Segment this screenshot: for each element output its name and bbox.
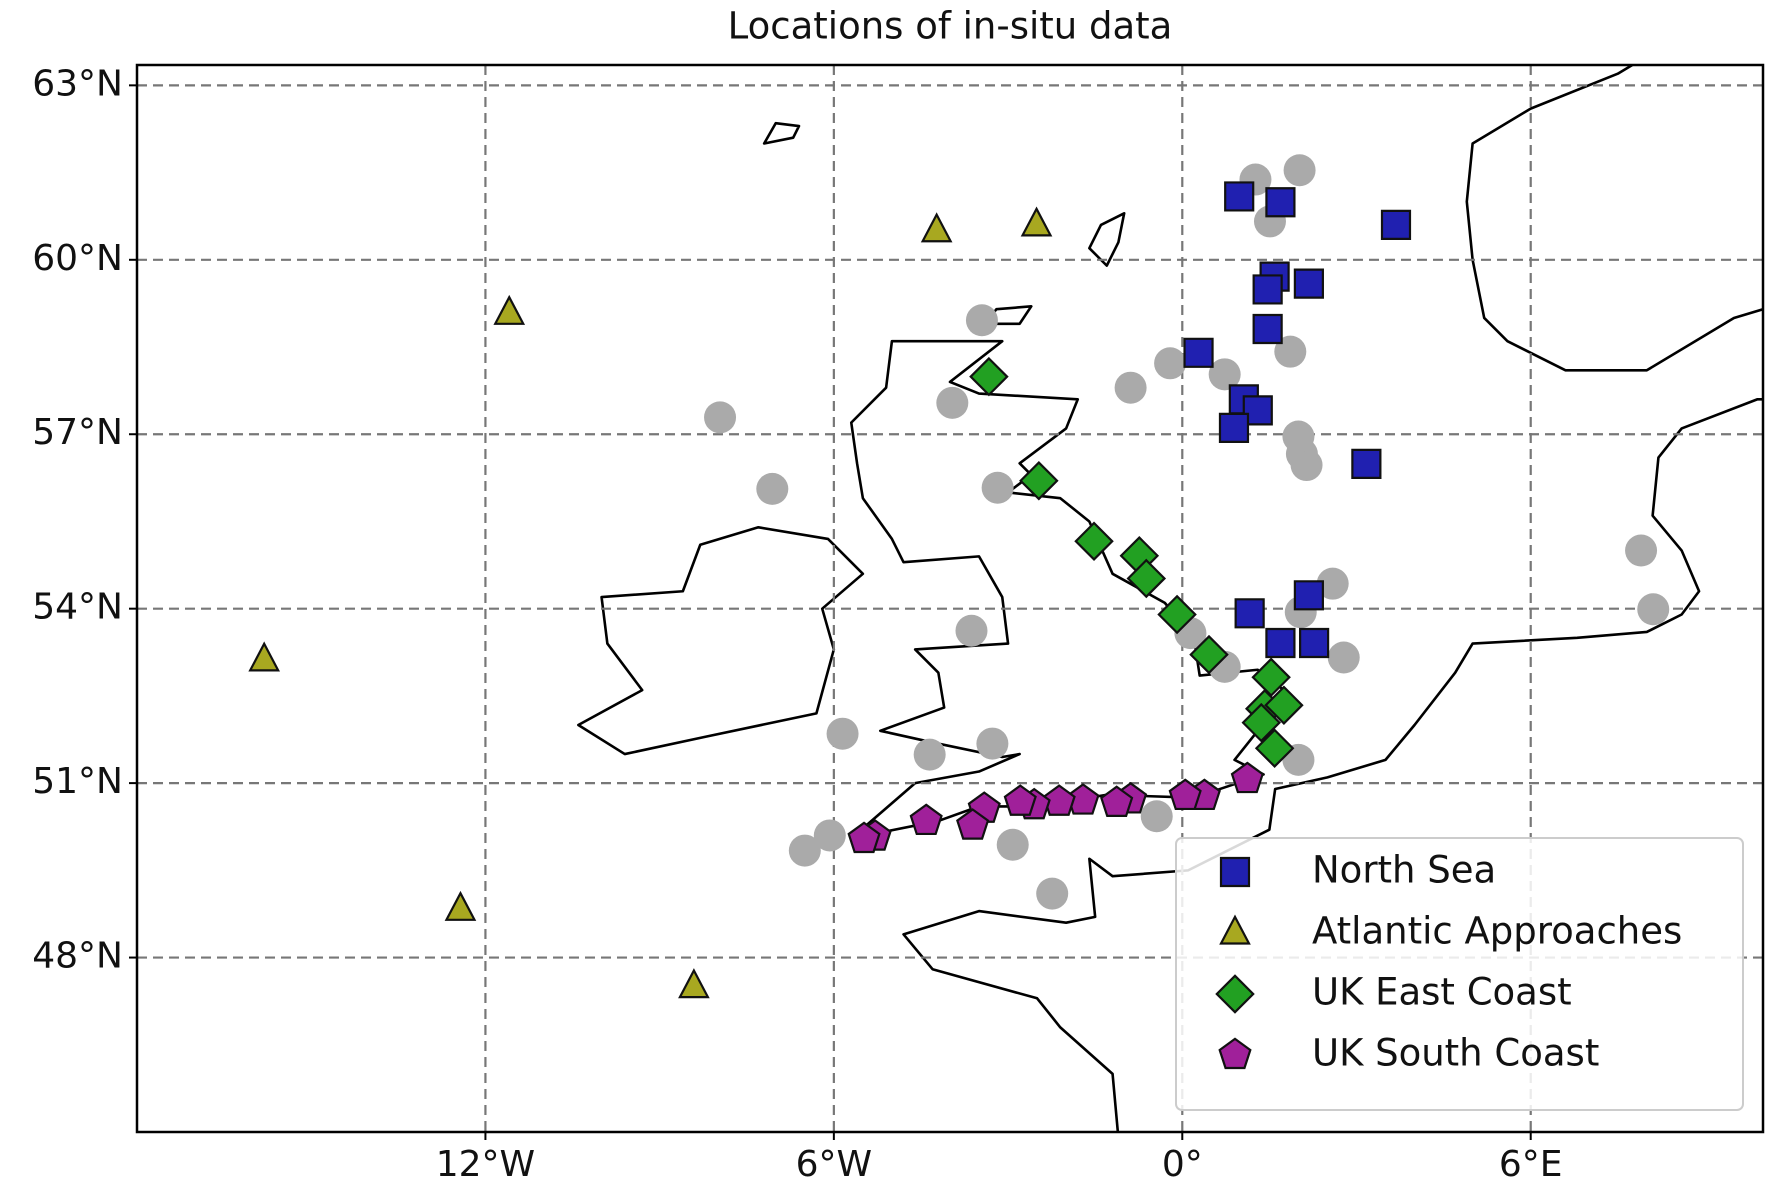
station-marker [1351, 448, 1382, 479]
station-marker [1224, 181, 1255, 212]
legend-box [1175, 837, 1744, 1111]
station-marker [1020, 206, 1053, 237]
legend-marker [1218, 1037, 1252, 1070]
station-marker [909, 803, 943, 836]
ticks: 12°W 6°W 0° 6°E 48°N 51°N 54°N 57°N 60°N 63°N [32, 63, 1562, 1185]
coast-continent [904, 399, 1780, 1138]
legend-label: North Sea [1312, 849, 1496, 892]
x-tick-label: 6°E [1499, 1144, 1563, 1185]
station-marker [956, 808, 990, 840]
in-situ-point [1283, 154, 1316, 187]
in-situ-point [1282, 420, 1315, 453]
in-situ-point [756, 472, 789, 505]
station-marker [493, 294, 526, 325]
coast-norway [1467, 56, 1780, 370]
station-marker [1380, 209, 1412, 241]
in-situ-point [913, 738, 946, 771]
in-situ-point [996, 828, 1029, 861]
station-marker [1157, 594, 1197, 635]
y-tick-label: 60°N [32, 238, 123, 279]
station-marker [1299, 627, 1330, 659]
station-marker [1218, 412, 1250, 443]
station-marker [1168, 778, 1202, 811]
x-tick-label: 0° [1162, 1144, 1203, 1185]
in-situ-point [965, 304, 998, 337]
station-marker [1264, 685, 1304, 725]
station-marker [1254, 728, 1295, 768]
y-tick-label: 48°N [32, 936, 123, 977]
in-situ-point [1290, 449, 1323, 482]
coast-ireland [578, 527, 863, 754]
legend-marker [1219, 914, 1251, 945]
y-tick-label: 51°N [32, 761, 123, 802]
legend-label: UK East Coast [1312, 971, 1572, 1014]
in-situ-point [981, 471, 1014, 504]
station-marker [969, 356, 1009, 397]
station-marker [1265, 187, 1296, 218]
legend: North Sea Atlantic Approaches UK East Coas… [1175, 837, 1744, 1111]
station-marker [920, 212, 953, 243]
coast-faroe [764, 123, 799, 143]
x-tick-label: 6°W [796, 1144, 873, 1185]
y-tick-label: 63°N [32, 63, 123, 104]
station-marker [1100, 785, 1134, 818]
station-marker [1265, 627, 1296, 659]
station-marker [1042, 784, 1076, 816]
station-marker [1293, 268, 1324, 299]
station-marker [1234, 598, 1265, 629]
in-situ-point [1637, 593, 1670, 626]
coast-great-britain [851, 341, 1284, 838]
y-tick-label: 57°N [32, 412, 123, 453]
station-marker [1003, 784, 1037, 816]
coastlines [578, 56, 1780, 1138]
legend-label: UK South Coast [1312, 1032, 1599, 1075]
in-situ-point [1208, 358, 1241, 391]
in-situ-point [1140, 800, 1173, 833]
in-situ-point [1327, 641, 1360, 674]
in-situ-point [813, 819, 846, 852]
in-situ-point [704, 401, 737, 434]
in-situ-point [936, 386, 969, 419]
station-marker [1074, 521, 1114, 561]
x-tick-label: 12°W [436, 1144, 535, 1185]
y-tick-label: 54°N [32, 587, 123, 628]
chart-title: Locations of in-situ data [728, 5, 1173, 48]
legend-marker [1219, 856, 1251, 888]
plot-frame [135, 63, 1765, 1134]
in-situ-point [826, 717, 859, 750]
station-marker [1126, 558, 1167, 599]
station-marker [1189, 634, 1229, 675]
coast-shetland [1089, 213, 1124, 265]
in-situ-point [1036, 877, 1069, 910]
station-marker [1252, 313, 1283, 345]
station-marker [1230, 761, 1264, 794]
station-marker [1252, 274, 1283, 305]
station-marker [1293, 580, 1324, 611]
legend-marker [1215, 974, 1255, 1014]
legend-label: Atlantic Approaches [1312, 910, 1682, 953]
station-marker [1183, 337, 1214, 368]
in-situ-point [1114, 371, 1147, 404]
in-situ-point [1316, 567, 1349, 600]
station-marker [248, 641, 280, 672]
points [248, 154, 1670, 999]
in-situ-point [1625, 534, 1658, 567]
in-situ-point [1154, 347, 1187, 380]
in-situ-point [976, 727, 1009, 760]
station-marker [444, 890, 477, 921]
station-marker [1241, 702, 1282, 743]
station-marker [678, 968, 710, 999]
station-marker [847, 821, 881, 854]
in-situ-point [955, 614, 988, 647]
station-marker [1019, 460, 1059, 501]
in-situ-point [788, 834, 821, 867]
point-group [248, 154, 1670, 999]
